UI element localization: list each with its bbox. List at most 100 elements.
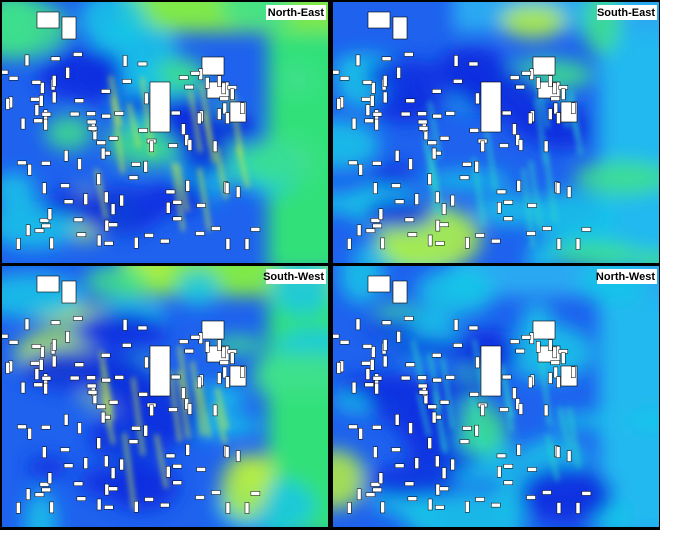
building xyxy=(225,238,231,250)
building xyxy=(5,362,11,374)
building xyxy=(73,52,83,57)
building xyxy=(371,346,376,358)
building xyxy=(556,238,562,250)
building xyxy=(394,199,405,204)
building xyxy=(195,495,205,500)
label-bg xyxy=(266,269,326,284)
building xyxy=(381,56,392,61)
building xyxy=(336,98,342,110)
blob xyxy=(550,412,614,430)
building xyxy=(394,149,400,162)
building xyxy=(42,446,47,459)
building xyxy=(394,413,400,426)
building xyxy=(61,16,77,40)
building xyxy=(372,487,382,493)
building xyxy=(212,140,218,153)
building xyxy=(41,112,52,117)
building xyxy=(339,340,350,345)
building xyxy=(347,238,352,250)
building xyxy=(187,403,193,415)
building xyxy=(365,228,376,233)
building xyxy=(503,200,514,205)
building xyxy=(190,71,201,76)
blob xyxy=(268,2,328,263)
building xyxy=(34,228,45,233)
blob xyxy=(573,160,659,196)
building xyxy=(503,480,514,486)
building xyxy=(69,111,80,117)
building xyxy=(358,163,363,176)
building xyxy=(230,88,235,100)
building xyxy=(172,464,183,469)
building xyxy=(396,67,401,79)
building xyxy=(100,147,106,160)
building xyxy=(491,502,501,508)
building xyxy=(235,450,241,462)
streak xyxy=(529,160,543,230)
building xyxy=(435,505,445,510)
building xyxy=(542,490,552,495)
building xyxy=(391,183,401,188)
building xyxy=(201,320,225,340)
building xyxy=(212,404,218,417)
blob xyxy=(406,447,481,472)
building xyxy=(39,359,44,371)
building xyxy=(351,117,357,130)
building xyxy=(496,453,507,459)
building xyxy=(435,219,441,232)
building xyxy=(348,160,358,166)
building xyxy=(548,339,553,351)
building xyxy=(336,362,342,374)
building xyxy=(137,61,148,67)
building xyxy=(575,238,581,250)
building xyxy=(86,383,97,389)
building xyxy=(373,182,378,195)
building xyxy=(543,404,549,417)
building xyxy=(2,333,9,339)
blob xyxy=(398,398,462,455)
building xyxy=(149,404,154,417)
building xyxy=(521,335,532,340)
building xyxy=(374,382,379,395)
streak xyxy=(131,377,145,456)
building xyxy=(165,466,171,478)
building xyxy=(475,497,485,502)
building xyxy=(222,366,228,379)
building xyxy=(225,376,230,388)
streak xyxy=(101,365,115,421)
building xyxy=(41,223,51,229)
blob xyxy=(24,491,57,527)
streak xyxy=(434,398,448,454)
building xyxy=(96,140,107,146)
blob xyxy=(103,460,179,512)
building xyxy=(503,216,514,222)
building xyxy=(355,54,361,67)
building xyxy=(365,104,371,116)
blob xyxy=(79,2,147,49)
building xyxy=(217,372,222,384)
buildings xyxy=(333,11,592,250)
building xyxy=(149,81,171,133)
building xyxy=(453,343,463,348)
blob xyxy=(73,186,163,235)
building xyxy=(378,208,384,220)
building xyxy=(181,387,186,399)
building xyxy=(96,498,102,511)
building xyxy=(516,180,521,192)
building xyxy=(178,339,189,344)
building xyxy=(496,466,502,478)
blob xyxy=(625,409,659,433)
building xyxy=(27,427,32,440)
building xyxy=(431,89,442,94)
streak xyxy=(567,406,581,468)
building xyxy=(104,455,109,468)
building xyxy=(496,202,502,214)
building xyxy=(441,467,447,479)
building xyxy=(550,360,560,365)
building xyxy=(380,501,385,514)
streaks xyxy=(98,346,229,510)
building xyxy=(550,96,560,101)
building xyxy=(392,280,408,304)
building xyxy=(400,111,411,117)
